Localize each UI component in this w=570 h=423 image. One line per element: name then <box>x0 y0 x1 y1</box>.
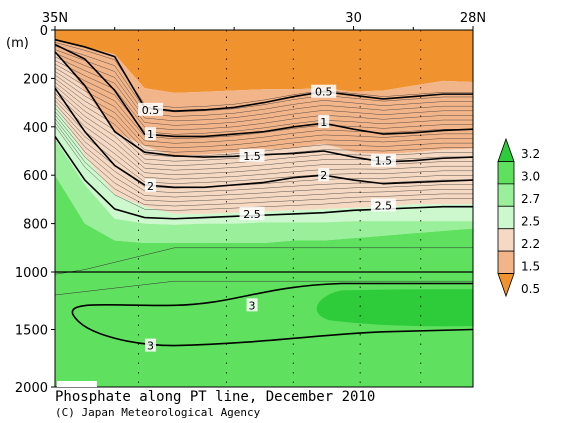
contour-label: 1.5 <box>243 150 261 163</box>
fill-band-3-2 <box>316 289 473 327</box>
contour-label: 2.5 <box>375 199 393 212</box>
contour-line-1 <box>55 43 473 138</box>
contour-label: 2 <box>147 180 154 193</box>
x-tick-label: 30 <box>345 11 362 26</box>
contour-label-bg <box>145 127 157 141</box>
thin-contour-line <box>55 93 473 171</box>
legend-label: 2.2 <box>521 237 540 251</box>
contour-label: 3 <box>249 299 256 312</box>
thin-contour-line <box>55 78 473 153</box>
legend-swatch <box>497 273 515 298</box>
legend-swatch <box>497 205 515 230</box>
legend-swatch <box>497 137 515 162</box>
thin-contour-line <box>55 56 473 126</box>
contour-line-0-5 <box>55 38 473 112</box>
contour-label-bg <box>246 298 258 312</box>
thin-contour-line <box>55 114 473 198</box>
thin-contour-line <box>55 96 473 175</box>
contour-label: 2.5 <box>243 208 261 221</box>
legend-label: 1.5 <box>521 259 540 273</box>
thin-contour-line <box>55 71 473 144</box>
contour-label: 0.5 <box>315 86 333 99</box>
y-tick-label: 200 <box>23 72 48 87</box>
y-unit-label: (m) <box>6 36 29 51</box>
fill-band-2-5 <box>55 102 473 225</box>
thin-contour-line <box>55 103 473 184</box>
contour-line-2 <box>55 87 473 189</box>
y-tick-label: 1000 <box>15 266 48 281</box>
contour-label-bg <box>145 179 157 193</box>
contour-label-bg <box>239 206 265 220</box>
thin-contour-line <box>55 53 473 122</box>
contour-label: 1 <box>320 116 327 129</box>
thin-contour-line <box>55 122 473 207</box>
legend-swatch <box>497 161 515 185</box>
y-tick-label: 2000 <box>15 381 48 396</box>
contour-label-bg <box>370 198 396 212</box>
legend-label: 2.5 <box>521 215 540 229</box>
x-tick-label: 35N <box>42 11 68 26</box>
fill-band-0-5 <box>55 30 473 93</box>
legend-swatch <box>497 250 515 274</box>
y-tick-label: 1500 <box>15 324 48 339</box>
contour-label: 0.5 <box>142 104 160 117</box>
contour-label: 1 <box>147 128 154 141</box>
contour-label-bg <box>311 84 337 98</box>
legend-label: 3.0 <box>521 170 540 184</box>
thin-contour-line <box>55 45 473 113</box>
chart-title: Phosphate along PT line, December 2010 <box>55 389 376 405</box>
contour-label-bg <box>138 102 164 116</box>
thin-contour-line <box>55 67 473 140</box>
thin-contour-line <box>55 100 473 180</box>
contour-label: 3 <box>147 340 154 353</box>
y-tick-label: 800 <box>23 218 48 233</box>
contour-label-bg <box>145 338 157 352</box>
legend-label: 3.2 <box>521 147 540 161</box>
fill-band-2-2 <box>55 49 473 214</box>
x-tick-label: 28N <box>460 11 486 26</box>
thin-contour-line <box>55 125 473 211</box>
thin-contour-line <box>55 49 473 117</box>
legend-label: 0.5 <box>521 282 540 296</box>
contour-label-bg <box>318 114 330 128</box>
legend-swatch <box>497 183 515 207</box>
contour-line-3 <box>71 282 473 347</box>
contour-label: 1.5 <box>375 155 393 168</box>
y-tick-label: 600 <box>23 169 48 184</box>
contour-label: 2 <box>320 169 327 182</box>
y-tick-label: 400 <box>23 121 48 136</box>
thin-contour-line <box>55 247 473 275</box>
chart-credit: (C) Japan Meteorological Agency <box>55 406 261 419</box>
thin-contour-line <box>55 63 473 135</box>
bottom-left-blank <box>57 381 97 387</box>
plot-area <box>55 30 473 387</box>
legend-label: 2.7 <box>521 192 540 206</box>
contour-label-bg <box>370 153 396 167</box>
legend-swatch <box>497 228 515 252</box>
thin-contour-line <box>55 60 473 131</box>
plot-frame <box>54 29 474 388</box>
y-tick-label: 0 <box>40 24 48 39</box>
contour-label-bg <box>318 168 330 182</box>
thin-contour-line <box>55 74 473 149</box>
thin-contour-line <box>55 118 473 202</box>
fill-band-1-5 <box>55 39 473 156</box>
contour-label-bg <box>239 148 265 162</box>
thin-contour-line <box>55 111 473 193</box>
thin-contour-line <box>55 280 473 296</box>
